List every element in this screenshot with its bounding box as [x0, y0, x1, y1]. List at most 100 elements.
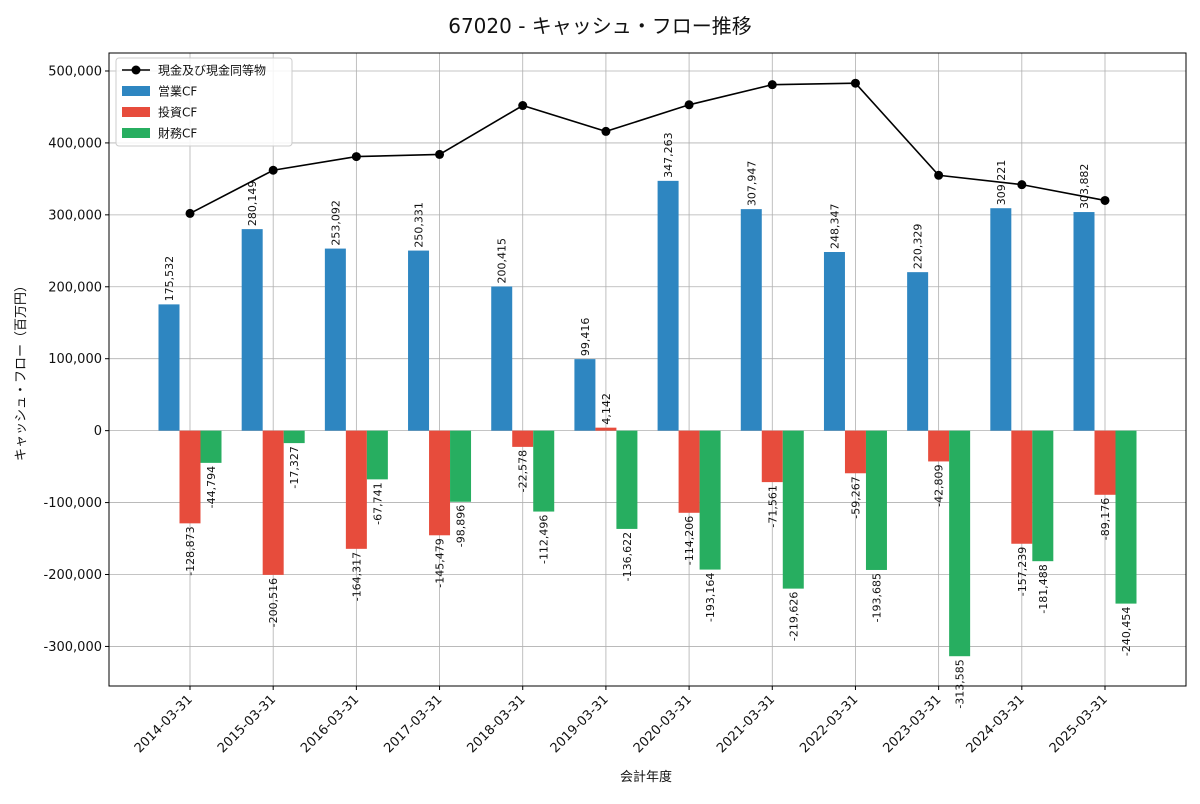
data-label: -44,794: [205, 466, 218, 508]
bar-投資CF-2015-03-31: [262, 430, 284, 575]
bar-投資CF-2020-03-31: [678, 430, 700, 513]
data-label: 220,329: [912, 224, 925, 270]
x-axis-label: 会計年度: [620, 769, 672, 785]
data-label: -313,585: [954, 659, 967, 708]
y-tick-label: -200,000: [44, 568, 102, 583]
line-point-2017-03-31: [435, 149, 445, 159]
y-tick-label: 200,000: [48, 280, 102, 295]
data-label: -128,873: [184, 526, 197, 575]
bar-投資CF-2021-03-31: [761, 430, 783, 483]
data-label: -193,685: [870, 573, 883, 622]
bar-営業CF-2015-03-31: [241, 229, 263, 431]
legend-swatch: [122, 86, 150, 96]
bar-営業CF-2023-03-31: [907, 272, 929, 431]
y-axis-label: キャッシュ・フロー（百万円）: [14, 279, 29, 461]
data-label: 280,149: [246, 181, 259, 227]
bar-営業CF-2024-03-31: [990, 208, 1012, 431]
data-label: -219,626: [787, 592, 800, 641]
data-label: 250,331: [413, 202, 426, 248]
x-tick-label: 2016-03-31: [298, 692, 362, 756]
legend-label: 営業CF: [158, 85, 197, 99]
line-point-2025-03-31: [1100, 195, 1110, 205]
data-label: -136,622: [621, 532, 634, 581]
data-label: -71,561: [766, 485, 779, 527]
line-cash-equivalents: [189, 82, 1106, 215]
y-tick-label: 0: [94, 424, 102, 439]
y-tick-label: 300,000: [48, 208, 102, 223]
data-label: -200,516: [267, 578, 280, 627]
bar-財務CF-2017-03-31: [450, 430, 472, 502]
data-label: -145,479: [434, 538, 447, 587]
line-point-2014-03-31: [185, 208, 195, 218]
legend-marker: [131, 65, 141, 75]
bar-営業CF-2022-03-31: [823, 252, 845, 431]
legend-swatch: [122, 128, 150, 138]
legend-swatch: [122, 107, 150, 117]
y-tick-label: -300,000: [44, 640, 102, 655]
bar-財務CF-2023-03-31: [949, 430, 971, 657]
bar-営業CF-2016-03-31: [324, 248, 346, 431]
bar-営業CF-2020-03-31: [657, 180, 679, 431]
data-label: -89,176: [1099, 498, 1112, 540]
data-label: -181,488: [1037, 564, 1050, 613]
bar-営業CF-2017-03-31: [408, 250, 430, 431]
data-label: -17,327: [288, 446, 301, 488]
bar-投資CF-2023-03-31: [928, 430, 950, 462]
x-tick-label: 2024-03-31: [964, 692, 1028, 756]
bar-投資CF-2022-03-31: [844, 430, 866, 474]
bar-投資CF-2019-03-31: [595, 427, 617, 431]
legend-box: [115, 57, 293, 147]
bar-営業CF-2019-03-31: [574, 359, 596, 431]
x-tick-label: 2022-03-31: [797, 692, 861, 756]
bar-投資CF-2024-03-31: [1011, 430, 1033, 544]
legend-label: 現金及び現金同等物: [158, 63, 266, 78]
data-label: 347,263: [662, 132, 675, 178]
bar-投資CF-2016-03-31: [345, 430, 367, 549]
x-tick-label: 2025-03-31: [1047, 692, 1111, 756]
bar-投資CF-2018-03-31: [512, 430, 534, 447]
plot-area: 175,532 280,149 253,092 250,331 200,415 99,41…: [44, 52, 1187, 756]
data-label: -193,164: [704, 573, 717, 622]
y-tick-label: 100,000: [48, 352, 102, 367]
legend-label: 投資CF: [158, 105, 197, 120]
line-point-2015-03-31: [268, 165, 278, 175]
chart-title: 67020 - キャッシュ・フロー推移: [448, 14, 752, 38]
line-point-2024-03-31: [1017, 180, 1027, 190]
bar-財務CF-2022-03-31: [865, 430, 887, 570]
data-label: -42,809: [933, 464, 946, 506]
data-label: 253,092: [329, 200, 342, 246]
data-label: -67,741: [371, 482, 384, 524]
bar-財務CF-2014-03-31: [200, 430, 222, 463]
line-point-2023-03-31: [934, 170, 944, 180]
data-label: 200,415: [496, 238, 509, 284]
legend-label: 財務CF: [158, 126, 197, 141]
bar-投資CF-2017-03-31: [429, 430, 451, 536]
bar-財務CF-2025-03-31: [1115, 430, 1137, 604]
data-label: 307,947: [745, 161, 758, 207]
data-label: 4,142: [600, 393, 613, 425]
plot-frame: [108, 52, 1187, 687]
line-point-2022-03-31: [850, 78, 860, 88]
bar-投資CF-2014-03-31: [179, 430, 201, 524]
x-tick-label: 2021-03-31: [714, 692, 778, 756]
line-point-2018-03-31: [518, 101, 528, 111]
data-label: -164,317: [350, 552, 363, 601]
data-label: -157,239: [1016, 547, 1029, 596]
bar-営業CF-2025-03-31: [1073, 212, 1095, 431]
bar-財務CF-2016-03-31: [366, 430, 388, 480]
bar-営業CF-2018-03-31: [491, 286, 513, 431]
x-tick-label: 2015-03-31: [215, 692, 279, 756]
bar-投資CF-2025-03-31: [1094, 430, 1116, 495]
x-tick-label: 2019-03-31: [548, 692, 612, 756]
data-label: 99,416: [579, 318, 592, 357]
x-tick-label: 2014-03-31: [132, 692, 196, 756]
data-label: -98,896: [455, 505, 468, 547]
y-tick-label: 500,000: [48, 64, 102, 79]
data-label: -112,496: [538, 515, 551, 564]
data-label: -240,454: [1120, 607, 1133, 656]
data-label: -114,206: [683, 516, 696, 565]
data-label: 175,532: [163, 256, 176, 302]
